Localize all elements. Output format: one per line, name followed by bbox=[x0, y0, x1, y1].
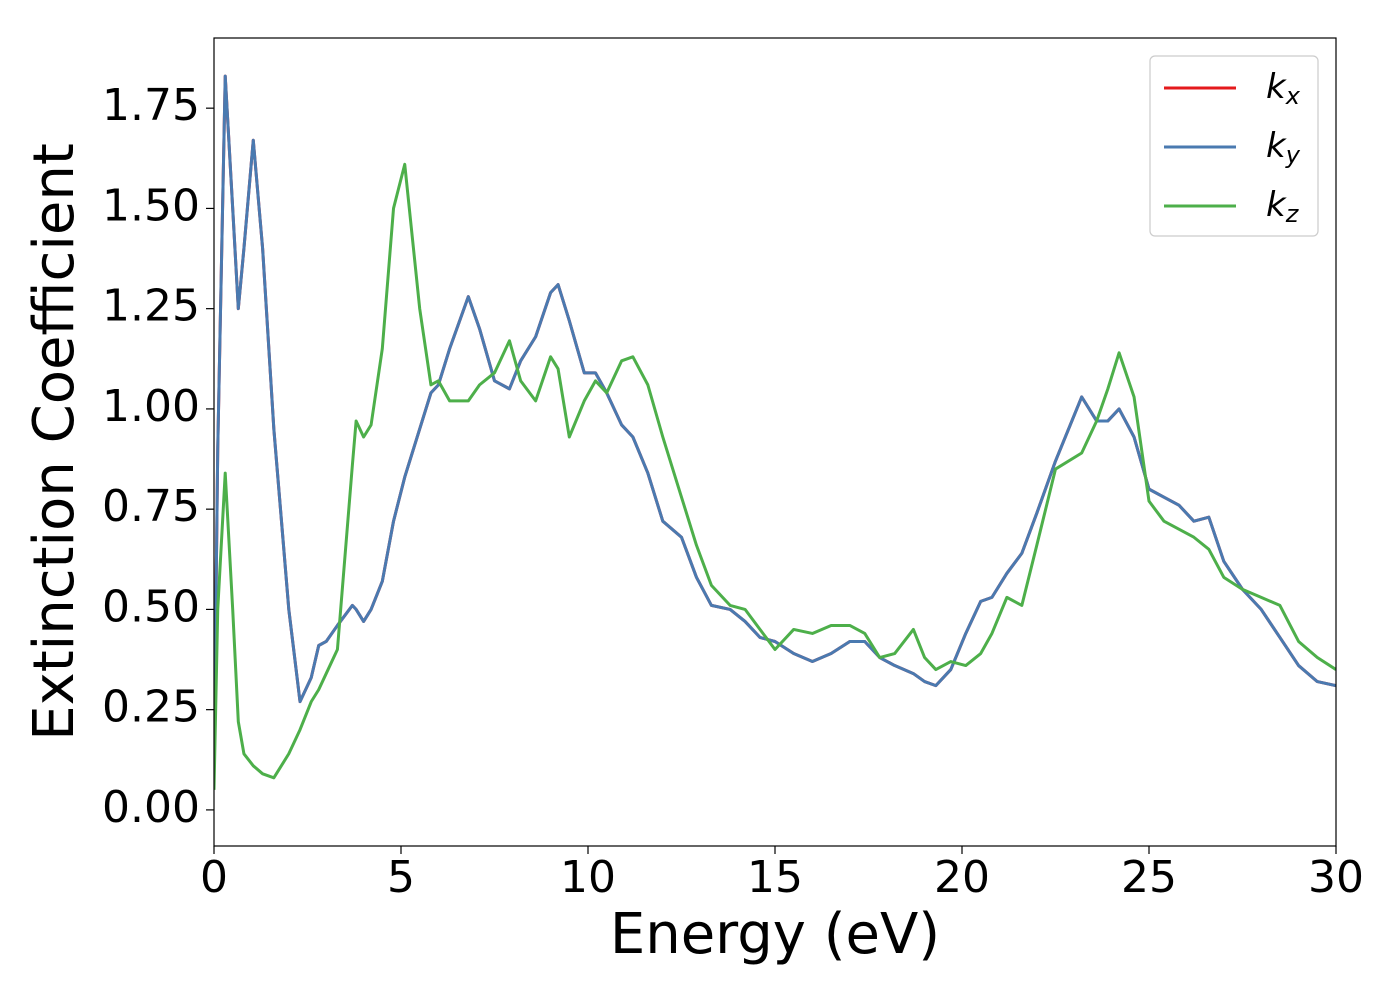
legend-label: kx bbox=[1266, 67, 1301, 111]
y-tick-label: 0.00 bbox=[102, 782, 200, 833]
legend-label: kz bbox=[1266, 185, 1300, 229]
x-tick-label: 0 bbox=[200, 852, 228, 903]
x-tick-label: 25 bbox=[1121, 852, 1177, 903]
x-tick-label: 10 bbox=[560, 852, 616, 903]
x-tick-label: 5 bbox=[387, 852, 415, 903]
plot-frame bbox=[213, 37, 1337, 847]
y-tick-label: 1.75 bbox=[102, 80, 200, 131]
y-tick-label: 1.00 bbox=[102, 381, 200, 432]
x-tick-label: 30 bbox=[1308, 852, 1364, 903]
x-tick-label: 15 bbox=[747, 852, 803, 903]
series-line bbox=[214, 162, 1336, 790]
x-tick-label: 20 bbox=[934, 852, 990, 903]
y-tick-label: 0.50 bbox=[102, 581, 200, 632]
y-tick-label: 1.50 bbox=[102, 180, 200, 231]
y-tick-label: 0.25 bbox=[102, 682, 200, 733]
y-tick-label: 1.25 bbox=[102, 281, 200, 332]
x-axis-label: Energy (eV) bbox=[610, 902, 940, 967]
y-axis-label: Extinction Coefficient bbox=[22, 143, 87, 741]
y-tick-label: 0.75 bbox=[102, 481, 200, 532]
series-line bbox=[214, 74, 1336, 770]
legend-label: ky bbox=[1266, 126, 1301, 170]
